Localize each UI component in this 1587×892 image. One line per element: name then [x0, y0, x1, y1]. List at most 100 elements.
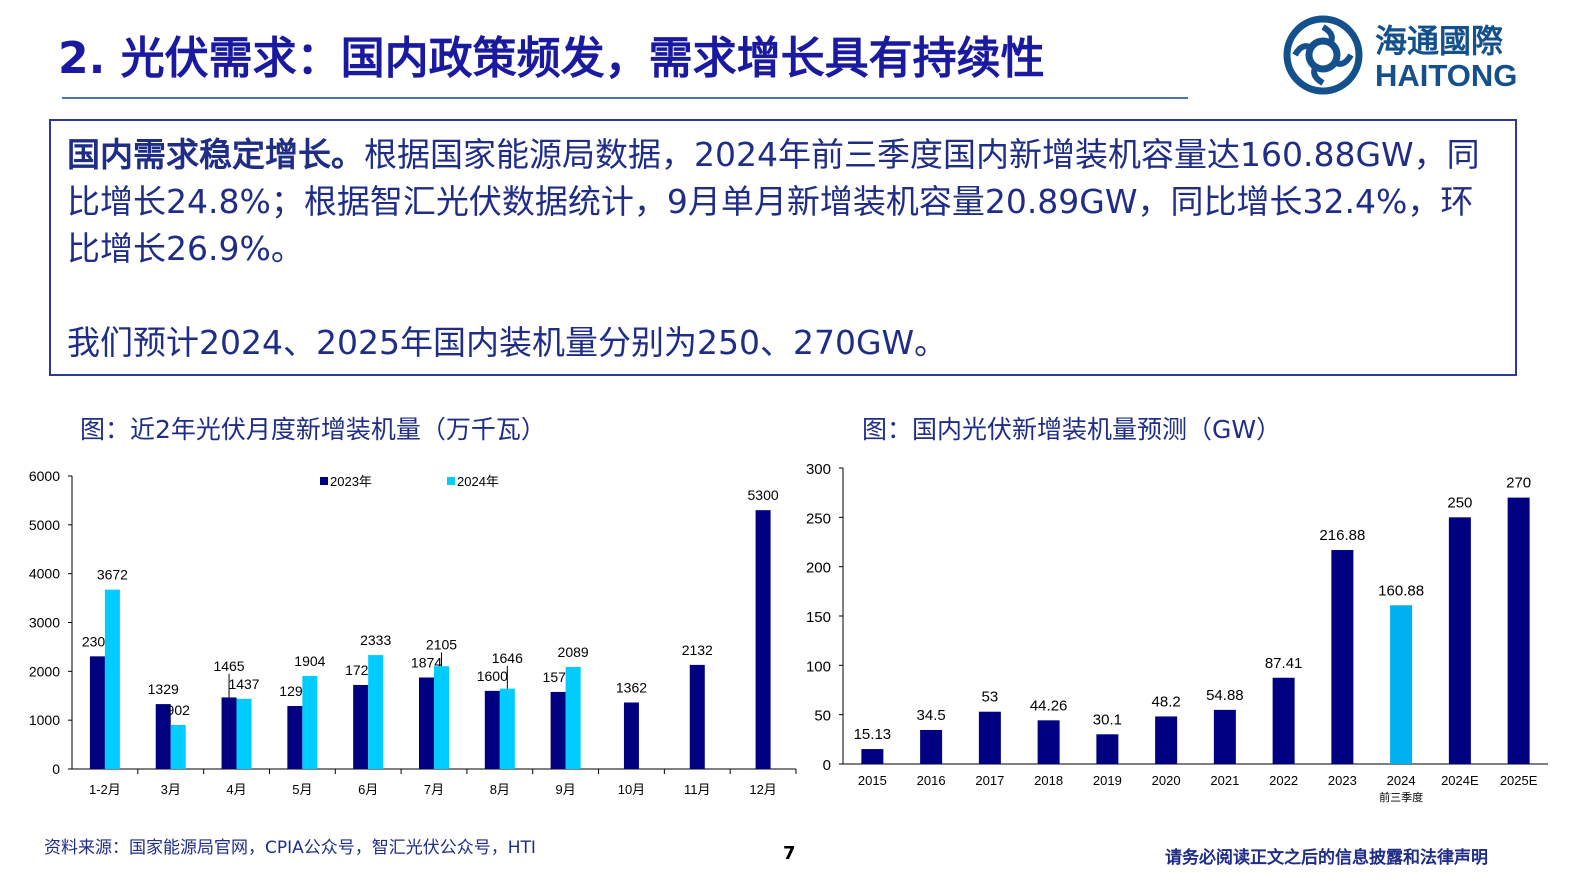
bar-2023年 — [623, 702, 639, 769]
annual-chart: 0 50 100 150 200 250 300 15.13 2015 34.5 2016 53 201… — [806, 461, 1548, 804]
x-tick-label: 4月 — [226, 782, 246, 797]
bar — [1213, 709, 1236, 764]
x-sublabel: 前三季度 — [1379, 790, 1423, 804]
data-label: 53 — [982, 689, 999, 706]
logo-cn: 海通國際 — [1375, 23, 1503, 59]
data-label: 87.41 — [1265, 655, 1303, 672]
y-tick-label: 250 — [806, 510, 831, 527]
bar — [1037, 720, 1060, 764]
bar-2024年 — [170, 724, 186, 769]
bar — [1096, 734, 1119, 764]
y-tick-label: 0 — [823, 757, 831, 774]
x-tick-label: 2015 — [858, 773, 887, 788]
data-label: 250 — [1447, 494, 1472, 511]
data-label: 34.5 — [917, 707, 946, 724]
y-tick-label: 100 — [806, 658, 831, 675]
y-tick-label: 6000 — [29, 468, 60, 484]
page-title: 2. 光伏需求：国内政策频发，需求增长具有持续性 — [58, 33, 1045, 84]
bar-2023年 — [419, 677, 434, 769]
y-tick-label: 0 — [52, 761, 60, 777]
bar — [1507, 497, 1530, 764]
x-tick-label: 2022 — [1269, 773, 1298, 788]
bar — [1272, 677, 1295, 764]
data-label: 216.88 — [1319, 527, 1365, 544]
data-label: 902 — [167, 702, 191, 718]
x-tick-label: 2017 — [975, 773, 1004, 788]
legend-swatch — [320, 477, 328, 485]
data-label: 1437 — [228, 676, 259, 692]
data-label: 1329 — [148, 681, 179, 697]
x-tick-label: 5月 — [292, 782, 312, 797]
bar-2024年 — [302, 676, 318, 769]
chart-title-monthly: 图：近2年光伏月度新增装机量（万千瓦） — [80, 415, 546, 444]
bar-2023年 — [287, 706, 303, 769]
y-tick-label: 1000 — [29, 712, 60, 728]
legend-swatch — [447, 477, 455, 485]
summary-paragraph-2: 我们预计2024、2025年国内装机量分别为250、270GW。 — [67, 323, 948, 362]
bar — [920, 729, 943, 764]
data-label: 270 — [1506, 475, 1531, 492]
data-label: 1362 — [616, 679, 647, 695]
x-tick-label: 8月 — [490, 782, 510, 797]
x-tick-label: 9月 — [556, 782, 576, 797]
y-tick-label: 3000 — [29, 615, 60, 631]
x-tick-label: 2025E — [1500, 773, 1538, 788]
y-tick-label: 5000 — [29, 517, 60, 533]
data-label: 44.26 — [1030, 697, 1068, 714]
y-tick-label: 2000 — [29, 663, 60, 679]
source-note: 资料来源：国家能源局官网，CPIA公众号，智汇光伏公众号，HTI — [44, 838, 536, 858]
data-label: 5300 — [748, 487, 779, 503]
bar — [1448, 517, 1471, 764]
bar-2024年 — [434, 666, 449, 769]
x-tick-label: 10月 — [618, 782, 645, 797]
data-label: 1646 — [492, 650, 523, 666]
legend-label: 2024年 — [457, 474, 499, 489]
logo-en: HAITONG — [1375, 58, 1517, 93]
data-label: 1465 — [213, 658, 244, 674]
haitong-logo: 海通國際 HAITONG — [1283, 12, 1523, 98]
summary-text-1: 根据国家能源局数据，2024年前三季度国内新增装机容量达160.88GW，同比增… — [67, 135, 1480, 268]
bar-2023年 — [689, 664, 705, 769]
page-number: 7 — [783, 843, 796, 864]
data-label: 1904 — [294, 653, 325, 669]
data-label: 15.13 — [854, 726, 892, 743]
summary-lead: 国内需求稳定增长。 — [67, 135, 364, 174]
y-tick-label: 200 — [806, 560, 831, 577]
bar — [1155, 716, 1178, 764]
data-label: 3672 — [97, 567, 128, 583]
bar-2024年 — [499, 688, 515, 769]
x-tick-label: 2016 — [917, 773, 946, 788]
data-label: 2089 — [558, 644, 589, 660]
data-label: 160.88 — [1378, 582, 1424, 599]
x-tick-label: 2018 — [1034, 773, 1063, 788]
bar-2023年 — [89, 656, 105, 769]
x-tick-label: 12月 — [749, 782, 776, 797]
bar — [1331, 550, 1354, 764]
x-tick-label: 2023 — [1328, 773, 1357, 788]
bar-2023年 — [550, 691, 566, 769]
x-tick-label: 3月 — [161, 782, 181, 797]
data-label: 30.1 — [1093, 711, 1122, 728]
bar-2023年 — [221, 697, 237, 769]
bar-2023年 — [353, 684, 369, 769]
x-tick-label: 2021 — [1210, 773, 1239, 788]
data-label: 48.2 — [1152, 693, 1181, 710]
monthly-chart: 01000200030004000500060001-2月230736723月1… — [29, 468, 797, 797]
bar-2024年 — [236, 698, 252, 769]
bar-2024年 — [104, 589, 120, 769]
bar — [1390, 605, 1413, 764]
data-label: 2132 — [682, 642, 713, 658]
bar — [978, 711, 1001, 764]
bar-2023年 — [155, 704, 171, 769]
x-tick-label: 2024 — [1387, 773, 1416, 788]
x-tick-label: 6月 — [358, 782, 378, 797]
y-tick-label: 4000 — [29, 566, 60, 582]
bar-2024年 — [368, 655, 384, 769]
logo-emblem-icon: 海通國際 HAITONG — [1283, 15, 1517, 95]
data-label: 2333 — [360, 632, 391, 648]
bar-2024年 — [565, 666, 581, 769]
bar-2023年 — [755, 510, 771, 769]
x-tick-label: 2020 — [1152, 773, 1181, 788]
data-label: 54.88 — [1206, 687, 1244, 704]
bar-2023年 — [484, 690, 500, 769]
